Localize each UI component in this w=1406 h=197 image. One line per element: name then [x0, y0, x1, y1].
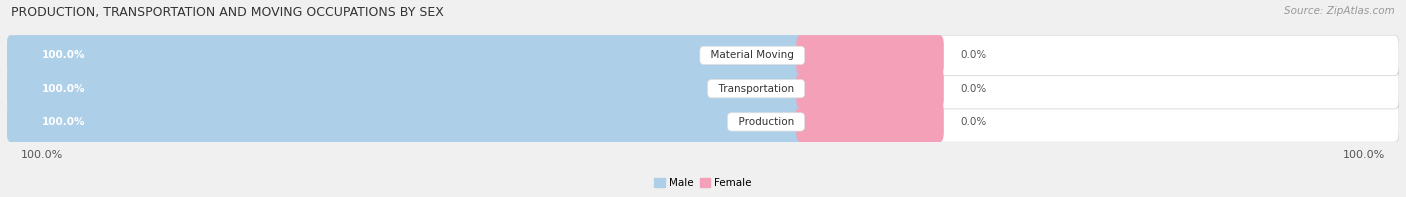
FancyBboxPatch shape: [7, 35, 1399, 76]
FancyBboxPatch shape: [7, 102, 804, 142]
Text: 100.0%: 100.0%: [42, 50, 86, 60]
Text: 100.0%: 100.0%: [42, 84, 86, 94]
FancyBboxPatch shape: [7, 35, 804, 76]
FancyBboxPatch shape: [796, 35, 943, 76]
Text: 0.0%: 0.0%: [960, 50, 987, 60]
Text: Transportation: Transportation: [711, 84, 800, 94]
FancyBboxPatch shape: [7, 102, 1399, 142]
FancyBboxPatch shape: [796, 102, 943, 142]
Text: 100.0%: 100.0%: [42, 117, 86, 127]
Text: Material Moving: Material Moving: [704, 50, 800, 60]
Text: 0.0%: 0.0%: [960, 84, 987, 94]
Text: Production: Production: [731, 117, 800, 127]
FancyBboxPatch shape: [7, 68, 1399, 109]
Text: PRODUCTION, TRANSPORTATION AND MOVING OCCUPATIONS BY SEX: PRODUCTION, TRANSPORTATION AND MOVING OC…: [11, 6, 444, 19]
Text: 100.0%: 100.0%: [1343, 150, 1385, 160]
FancyBboxPatch shape: [796, 68, 943, 109]
Text: 100.0%: 100.0%: [21, 150, 63, 160]
Text: 0.0%: 0.0%: [960, 117, 987, 127]
FancyBboxPatch shape: [7, 68, 804, 109]
Legend: Male, Female: Male, Female: [650, 174, 756, 192]
Text: Source: ZipAtlas.com: Source: ZipAtlas.com: [1284, 6, 1395, 16]
